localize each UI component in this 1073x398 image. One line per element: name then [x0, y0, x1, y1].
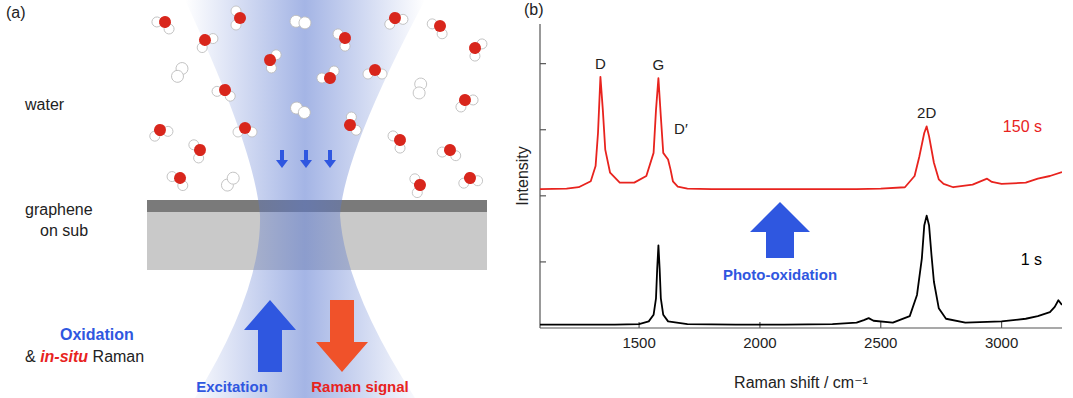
spectrum-line: [540, 77, 1062, 189]
y-axis: [539, 24, 540, 328]
oxygen: [234, 12, 246, 24]
oxygen: [322, 70, 338, 86]
molecule: [211, 80, 239, 102]
molecule: [169, 60, 190, 84]
molecule: [340, 111, 362, 139]
photo-oxidation-label: Photo-oxidation: [723, 266, 837, 283]
plot-area: [540, 77, 1062, 325]
x-tick: [880, 322, 881, 328]
oxidation-label: Oxidation: [60, 326, 134, 343]
y-tick: [540, 129, 546, 130]
hydrogen: [169, 68, 185, 84]
oxygen: [342, 117, 357, 132]
raman-signal-label: Raman signal: [311, 378, 409, 395]
molecule: [260, 47, 282, 75]
substrate-label: on sub: [40, 222, 88, 239]
molecule: [436, 141, 463, 162]
excitation-label: Excitation: [196, 378, 268, 395]
x-tick-label: 2500: [864, 334, 897, 351]
oxygen: [413, 178, 427, 192]
panel-label: (b): [524, 1, 544, 18]
panel-b: (b) 1500 2000 2500 3000 Raman shift / cm⁻¹ Int…: [514, 1, 1062, 391]
molecule: [412, 77, 427, 100]
x-axis-title: Raman shift / cm⁻¹: [734, 374, 868, 391]
oxygen: [172, 170, 189, 187]
in-situ-label: & in-situ Raman: [25, 348, 144, 365]
oxygen: [387, 10, 402, 25]
x-axis: [540, 327, 1062, 328]
molecule: [363, 64, 387, 79]
molecule: [425, 13, 453, 41]
molecule: [233, 122, 257, 137]
peak-label: 2D: [917, 104, 936, 121]
in-situ-part: Raman: [88, 348, 144, 365]
molecule: [288, 100, 312, 121]
x-tick: [1001, 322, 1002, 328]
water-label: water: [24, 96, 65, 113]
x-tick-label: 2000: [743, 334, 776, 351]
y-tick: [540, 195, 546, 196]
molecule: [289, 14, 312, 29]
x-tick-label: 3000: [985, 334, 1018, 351]
molecule: [457, 170, 483, 189]
oxygen: [239, 122, 251, 134]
oxygen: [157, 14, 173, 30]
series-label: 1 s: [1021, 251, 1042, 268]
in-situ-part: &: [25, 348, 40, 365]
molecule: [464, 35, 489, 63]
molecule: [192, 28, 220, 55]
photo-oxidation-arrow: [750, 202, 810, 258]
molecule: [409, 172, 428, 198]
molecule: [452, 89, 480, 114]
molecule: [187, 137, 209, 165]
series-label: 150 s: [1003, 118, 1042, 135]
molecule: [386, 127, 411, 155]
molecule: [219, 170, 242, 194]
oxidation-arrow: [300, 150, 312, 168]
oxidation-arrow: [324, 150, 336, 168]
oxidation-arrow: [276, 150, 288, 168]
figure: (a) water graphene on sub Oxidation & in-situ…: [0, 0, 1073, 398]
oxygen: [432, 18, 449, 35]
oxygen: [369, 64, 381, 76]
hydrogen: [412, 86, 426, 100]
oxygen: [463, 171, 477, 185]
x-tick: [638, 322, 639, 328]
molecule: [382, 8, 410, 30]
panel-label: (a): [6, 4, 26, 21]
molecule: [315, 64, 343, 89]
molecule: [331, 25, 356, 53]
oxygen: [262, 52, 277, 67]
hydrogen: [298, 16, 312, 30]
in-situ-part: in-situ: [40, 348, 88, 365]
y-axis-title: Intensity: [514, 146, 531, 206]
molecule: [147, 120, 175, 142]
oxygen: [392, 132, 408, 148]
graphene-label: graphene: [25, 201, 93, 218]
oxygen: [192, 142, 207, 157]
raman-arrow: [316, 300, 368, 372]
hydrogen: [296, 104, 312, 120]
excitation-arrow: [244, 300, 296, 372]
molecule: [165, 166, 193, 193]
peak-label: D′: [674, 120, 688, 137]
oxygen: [443, 143, 458, 158]
oxygen: [197, 32, 214, 49]
oxygen: [217, 82, 232, 97]
y-tick: [540, 63, 546, 64]
y-tick: [540, 261, 546, 262]
molecule: [150, 11, 178, 36]
spectrum-line: [540, 216, 1062, 325]
oxygen: [337, 30, 353, 46]
peak-label: G: [653, 56, 665, 73]
hydrogen: [225, 170, 242, 187]
oxygen: [152, 122, 167, 137]
panel-a: (a) water graphene on sub Oxidation & in-situ…: [6, 0, 489, 398]
peak-label: D: [595, 55, 606, 72]
oxygen: [467, 40, 483, 56]
molecule: [231, 6, 246, 30]
oxygen: [457, 92, 473, 108]
laser-beam: [185, 0, 425, 398]
x-tick-label: 1500: [622, 334, 655, 351]
